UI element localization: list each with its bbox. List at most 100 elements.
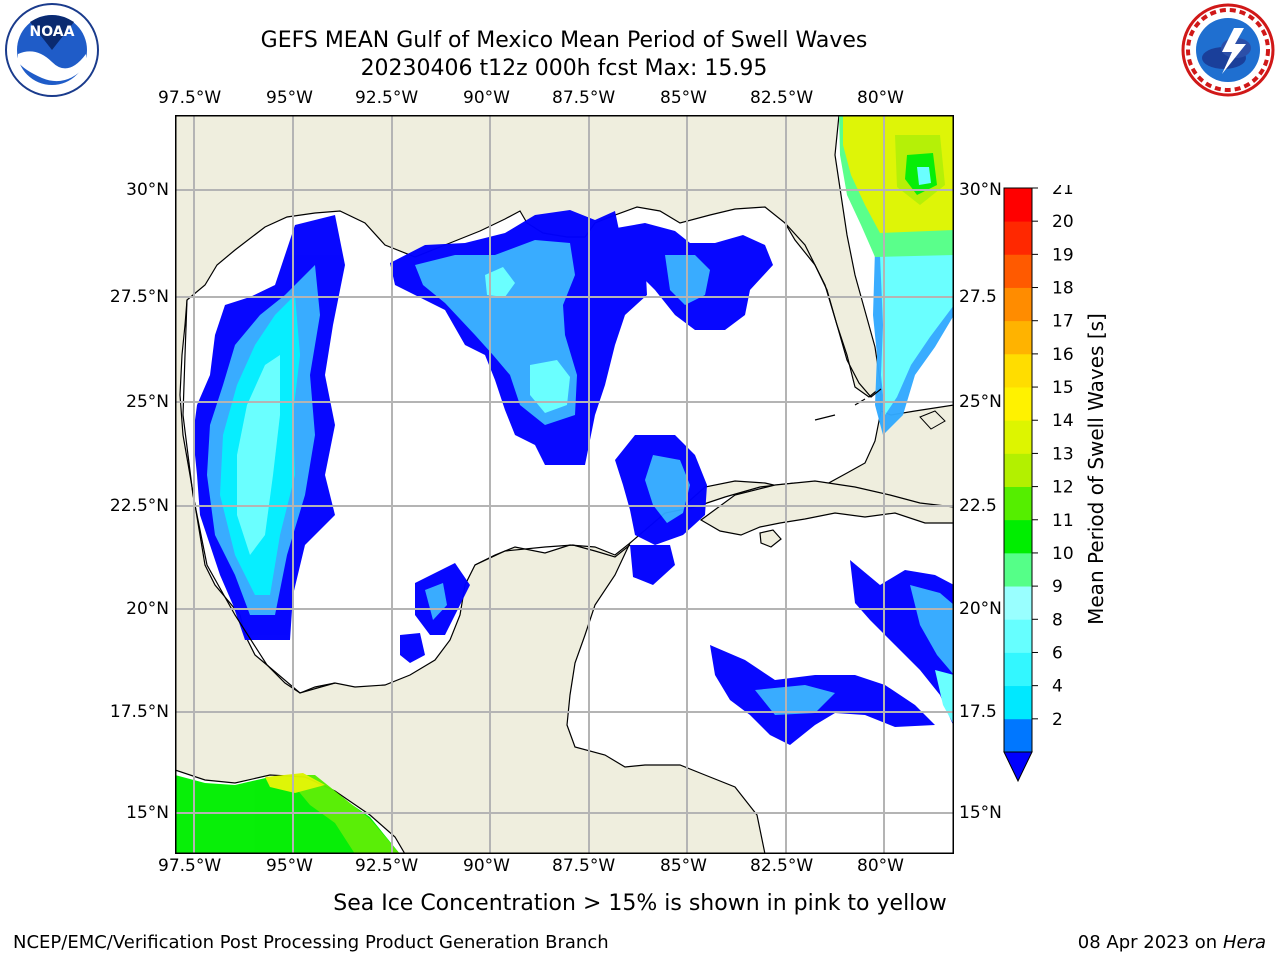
lon-label: 85°W (660, 88, 707, 108)
colorbar-segments (1004, 188, 1032, 753)
colorbar-tick-label: 8 (1052, 610, 1063, 630)
lat-label: 25°N (126, 392, 169, 412)
lon-label: 80°W (857, 88, 904, 108)
colorbar-tick-label: 19 (1052, 245, 1074, 265)
colorbar-tick-label: 21 (1052, 185, 1074, 199)
lat-label: 30°N (126, 180, 169, 200)
bahamas-island (919, 410, 946, 430)
lat-labels-right: 30°N 27.5 25°N 22.5 20°N 17.5 15°N (958, 0, 1008, 960)
colorbar-segment (1004, 685, 1032, 720)
swell-region (265, 773, 325, 793)
lat-label: 17.5 (959, 702, 997, 722)
colorbar-segment (1004, 221, 1032, 255)
lon-labels-bottom: 97.5°W 95°W 92.5°W 90°W 87.5°W 85°W 82.5… (0, 856, 1280, 878)
colorbar-segment (1004, 453, 1032, 487)
colorbar-tick-label: 17 (1052, 312, 1074, 332)
lon-label: 95°W (266, 88, 313, 108)
colorbar-scale: 21 20 19 18 17 16 15 14 13 12 11 10 9 8 6 4 2 (1003, 179, 1074, 783)
lat-label: 15°N (126, 803, 169, 823)
graticule (175, 115, 954, 854)
swell-region (630, 545, 675, 585)
lon-label: 92.5°W (355, 856, 419, 876)
sea-ice-note: Sea Ice Concentration > 15% is shown in … (0, 891, 1280, 916)
colorbar-tick-label: 15 (1052, 378, 1074, 398)
lon-label: 92.5°W (355, 88, 419, 108)
swell-region (917, 167, 931, 185)
lon-label: 80°W (857, 856, 904, 876)
map-panel (175, 115, 954, 854)
island-of-youth (759, 529, 782, 548)
colorbar-tick-label: 9 (1052, 577, 1063, 597)
florida-coast (784, 222, 882, 398)
colorbar-tick-label: 16 (1052, 345, 1074, 365)
lat-label: 22.5°N (109, 496, 169, 516)
colorbar-tick-label: 11 (1052, 511, 1074, 531)
date-stamp: 08 Apr 2023 on Hera (1078, 932, 1266, 953)
yucatan-coast (474, 544, 631, 566)
credit-text: NCEP/EMC/Verification Post Processing Pr… (13, 932, 609, 953)
colorbar-tick-label: 14 (1052, 411, 1074, 431)
sea-ice-note-text: Sea Ice Concentration > 15% is shown in … (333, 891, 947, 916)
lat-label: 30°N (959, 180, 1002, 200)
swell-region (910, 585, 954, 675)
colorbar-segment (1004, 718, 1032, 753)
colorbar-label: Mean Period of Swell Waves [s] (1084, 313, 1108, 625)
colorbar-segment (1004, 619, 1032, 653)
chart-title: GEFS MEAN Gulf of Mexico Mean Period of … (260, 28, 868, 53)
colorbar-tick-label: 2 (1052, 710, 1063, 730)
noaa-logo: NOAA (2, 2, 102, 98)
swell-region (880, 255, 954, 415)
colorbar-tick-label: 18 (1052, 279, 1074, 299)
swell-region (530, 360, 570, 413)
lat-label: 17.5°N (109, 702, 169, 722)
lat-label: 20°N (959, 599, 1002, 619)
colorbar-segment (1004, 188, 1032, 222)
lon-labels-top: 97.5°W 95°W 92.5°W 90°W 87.5°W 85°W 82.5… (0, 88, 1280, 110)
swell-region (485, 267, 515, 297)
colorbar-tick-label: 6 (1052, 643, 1063, 663)
lat-label: 25°N (959, 392, 1002, 412)
colorbar-segment (1004, 353, 1032, 388)
lon-label: 85°W (660, 856, 707, 876)
colorbar-ticks: 21 20 19 18 17 16 15 14 13 12 11 10 9 8 6 4 2 (1032, 179, 1074, 730)
colorbar-segment (1004, 652, 1032, 687)
lon-label: 82.5°W (750, 856, 814, 876)
map-frame (175, 115, 954, 854)
colorbar-segment (1004, 420, 1032, 454)
colorbar-tick-label: 10 (1052, 544, 1074, 564)
swell-region (755, 685, 835, 715)
lat-label: 27.5 (959, 287, 997, 307)
chart-subtitle: 20230406 t12z 000h fcst Max: 15.95 (360, 56, 768, 81)
colorbar-segment (1004, 586, 1032, 620)
colorbar-segment (1004, 387, 1032, 421)
colorbar-segment (1004, 486, 1032, 521)
lat-label: 27.5°N (109, 287, 169, 307)
swell-region (400, 633, 425, 663)
colorbar-tick-label: 12 (1052, 478, 1074, 498)
swell-region (425, 583, 447, 620)
lon-label: 90°W (463, 856, 510, 876)
lat-labels-left: 30°N 27.5°N 25°N 22.5°N 20°N 17.5°N 15°N (0, 0, 175, 960)
lat-label: 15°N (959, 803, 1002, 823)
lon-label: 95°W (266, 856, 313, 876)
lon-label: 97.5°W (158, 88, 222, 108)
cuba-island (699, 480, 954, 536)
colorbar-segment (1004, 320, 1032, 355)
lat-label: 22.5 (959, 496, 997, 516)
lon-label: 90°W (463, 88, 510, 108)
colorbar-segment (1004, 287, 1032, 322)
lat-label: 20°N (126, 599, 169, 619)
colorbar-frame (1003, 187, 1033, 753)
date-text: 08 Apr 2023 on (1077, 932, 1218, 953)
swell-region (285, 775, 400, 854)
colorbar-tick-label: 4 (1052, 677, 1063, 697)
nws-logo (1176, 2, 1280, 98)
colorbar-extend-arrow (1003, 751, 1033, 783)
lon-label: 87.5°W (552, 856, 616, 876)
colorbar-tick-label: 13 (1052, 444, 1074, 464)
swell-field (175, 115, 954, 854)
colorbar-segment (1004, 519, 1032, 554)
lon-label: 82.5°W (750, 88, 814, 108)
colorbar: 21 20 19 18 17 16 15 14 13 12 11 10 9 8 6 4 2 (1000, 179, 1090, 785)
mexico-coast (182, 299, 336, 694)
